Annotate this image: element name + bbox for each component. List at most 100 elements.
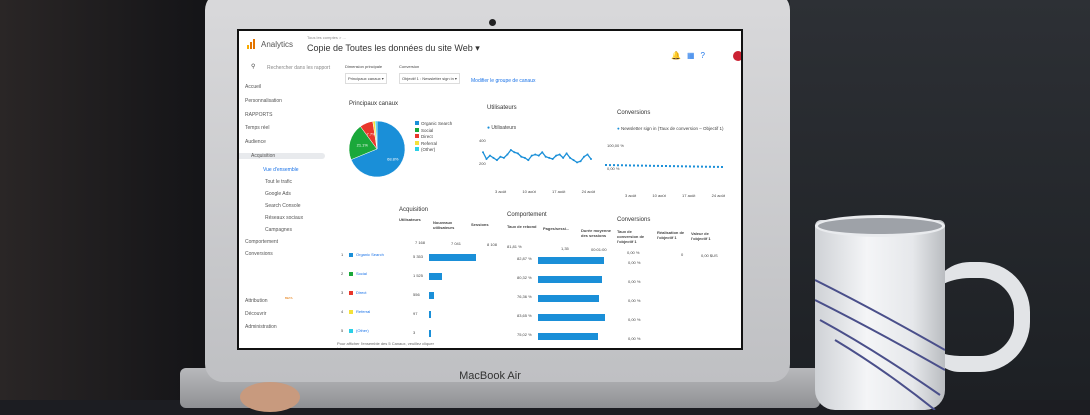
users-point[interactable] bbox=[562, 156, 565, 159]
users-point[interactable] bbox=[485, 158, 488, 160]
row-bounce: 83,65 % bbox=[517, 313, 532, 318]
users-point[interactable] bbox=[523, 156, 526, 159]
sidebar-item[interactable]: Search Console bbox=[265, 203, 301, 209]
users-point[interactable] bbox=[516, 152, 519, 155]
sidebar-item[interactable]: Tout le trafic bbox=[265, 179, 292, 185]
sidebar-item[interactable]: Audience bbox=[245, 139, 266, 145]
users-point[interactable] bbox=[576, 161, 579, 164]
users-point[interactable] bbox=[569, 156, 572, 159]
avatar[interactable] bbox=[733, 51, 741, 61]
users-point[interactable] bbox=[482, 151, 484, 154]
users-point[interactable] bbox=[534, 153, 537, 156]
users-point[interactable] bbox=[548, 156, 551, 159]
property-title[interactable]: Copie de Toutes les données du site Web … bbox=[307, 43, 480, 53]
bounce-bar bbox=[538, 314, 605, 321]
users-bar bbox=[429, 311, 431, 318]
users-point[interactable] bbox=[586, 153, 589, 156]
column-header: Valeur de l'objectif 1 bbox=[691, 231, 711, 241]
users-series-line bbox=[482, 149, 592, 164]
dimension-label: Dimension principale bbox=[345, 64, 383, 69]
row-channel-link: (Other) bbox=[356, 328, 369, 333]
pie-label: 68.8% bbox=[387, 156, 399, 161]
edit-channel-group-link[interactable]: Modifier le groupe de canaux bbox=[471, 78, 536, 84]
legend-item: Direct bbox=[415, 134, 452, 139]
users-point[interactable] bbox=[558, 153, 561, 156]
row-channel-link: Organic Search bbox=[356, 252, 384, 257]
users-bar bbox=[429, 254, 476, 261]
users-bar bbox=[429, 330, 431, 337]
row-number: 5 bbox=[341, 328, 344, 333]
total-value: 7 041 bbox=[451, 241, 462, 246]
users-point[interactable] bbox=[492, 156, 495, 159]
column-header: Nouveaux utilisateurs bbox=[433, 220, 455, 230]
row-conversion: 0,00 % bbox=[628, 336, 641, 341]
sidebar-item[interactable]: Comportement bbox=[245, 239, 279, 245]
pie-slice[interactable] bbox=[350, 120, 406, 178]
users-point[interactable] bbox=[520, 155, 523, 158]
row-bounce: 80,32 % bbox=[517, 275, 532, 280]
sidebar-item[interactable]: Conversions bbox=[245, 251, 273, 257]
beta-badge: BETA bbox=[285, 296, 293, 300]
users-point[interactable] bbox=[572, 159, 575, 162]
users-point[interactable] bbox=[509, 149, 512, 151]
search-icon: ⚲ bbox=[251, 64, 256, 70]
users-point[interactable] bbox=[506, 153, 509, 156]
sidebar-item[interactable]: Campagnes bbox=[265, 227, 292, 233]
users-point[interactable] bbox=[544, 155, 547, 158]
sidebar-item[interactable]: Administration bbox=[245, 324, 277, 330]
sidebar-item[interactable]: Google Ads bbox=[265, 191, 291, 197]
legend-swatch bbox=[415, 121, 419, 125]
pie-label: 7.7% bbox=[366, 131, 376, 136]
column-header: Taux de conversion de l'objectif 1 bbox=[617, 229, 645, 244]
sidebar-item[interactable]: Accueil bbox=[245, 84, 262, 90]
sidebar-item[interactable]: Découvrir bbox=[245, 311, 267, 317]
behavior-title: Comportement bbox=[507, 212, 547, 218]
sidebar-item[interactable]: Réseaux sociaux bbox=[265, 215, 304, 221]
users-bar bbox=[429, 292, 434, 299]
breadcrumb[interactable]: Tous les comptes > ... bbox=[307, 35, 346, 40]
users-point[interactable] bbox=[495, 159, 498, 162]
users-point[interactable] bbox=[590, 158, 592, 160]
users-point[interactable] bbox=[555, 154, 558, 157]
total-value: 0 bbox=[681, 252, 684, 257]
users-point[interactable] bbox=[488, 154, 491, 157]
sidebar-item[interactable]: Acquisition bbox=[239, 153, 325, 159]
x-tick: 10 août bbox=[522, 189, 536, 194]
users-point[interactable] bbox=[530, 154, 533, 157]
row-swatch bbox=[349, 291, 353, 295]
sidebar-item[interactable]: Temps réel bbox=[245, 125, 270, 131]
conversion-select[interactable]: Objectif 1 : Newsletter sign in ▾ bbox=[399, 73, 460, 84]
users-point[interactable] bbox=[513, 151, 516, 154]
users-point[interactable] bbox=[537, 154, 540, 157]
row-users: 97 bbox=[413, 311, 418, 316]
users-point[interactable] bbox=[527, 159, 530, 162]
row-bounce: 75,02 % bbox=[517, 332, 532, 337]
users-point[interactable] bbox=[502, 156, 505, 159]
pie-slice[interactable] bbox=[374, 120, 378, 150]
mug-handle bbox=[930, 262, 1030, 372]
row-number: 1 bbox=[341, 252, 344, 257]
dimension-select[interactable]: Principaux canaux ▾ bbox=[345, 73, 387, 84]
pie-slice[interactable] bbox=[348, 126, 378, 160]
total-value: 0,00 % bbox=[627, 250, 640, 255]
total-value: 0,00 $US bbox=[701, 253, 718, 258]
sidebar: Accueil Personnalisation RAPPORTS Temps rée… bbox=[239, 75, 331, 348]
conversions-table-title: Conversions bbox=[617, 217, 651, 223]
users-point[interactable] bbox=[565, 152, 568, 155]
column-header: Durée moyenne des sessions bbox=[581, 228, 612, 238]
x-tick: 24 août bbox=[711, 193, 725, 198]
users-point[interactable] bbox=[499, 155, 502, 158]
row-channel-link: Direct bbox=[356, 290, 367, 295]
search-input[interactable]: Rechercher dans les rapport bbox=[267, 65, 331, 71]
sidebar-item[interactable]: Attribution bbox=[245, 298, 268, 304]
row-bounce: 76,36 % bbox=[517, 294, 532, 299]
users-point[interactable] bbox=[541, 151, 544, 154]
footer-note[interactable]: Pour afficher l'ensemble des 5 Canaux, v… bbox=[337, 341, 434, 350]
row-number: 3 bbox=[341, 290, 344, 295]
users-point[interactable] bbox=[583, 155, 586, 158]
header-icons[interactable]: 🔔▦? bbox=[671, 51, 711, 60]
sidebar-item[interactable]: Vue d'ensemble bbox=[263, 167, 299, 173]
users-point[interactable] bbox=[579, 160, 582, 163]
users-point[interactable] bbox=[551, 158, 554, 160]
sidebar-item[interactable]: Personnalisation bbox=[245, 98, 282, 104]
